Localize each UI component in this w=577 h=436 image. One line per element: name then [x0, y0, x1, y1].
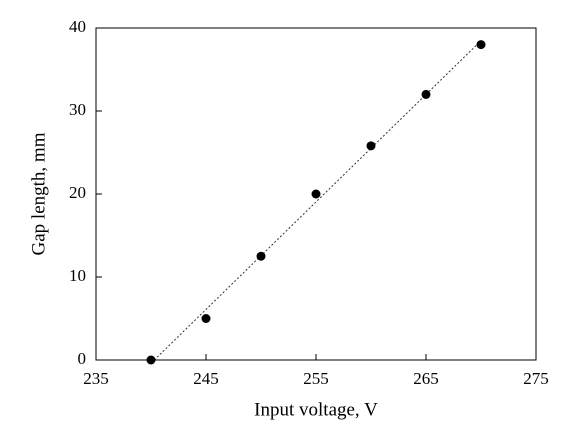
data-point [146, 355, 156, 365]
data-point [366, 141, 376, 151]
x-axis-title: Input voltage, V [254, 399, 378, 420]
trendline [153, 40, 482, 361]
y-tick-label: 10 [69, 266, 86, 285]
x-tick-label: 265 [413, 369, 439, 388]
x-tick-label: 235 [83, 369, 109, 388]
y-tick-label: 20 [69, 183, 86, 202]
x-tick-label: 245 [193, 369, 219, 388]
y-tick-label: 40 [69, 17, 86, 36]
data-point [201, 314, 211, 323]
y-tick-label: 0 [78, 349, 87, 368]
x-tick-label: 275 [523, 369, 549, 388]
data-point [256, 251, 266, 261]
data-point [421, 89, 431, 99]
x-tick-label: 255 [303, 369, 329, 388]
y-tick-label: 30 [69, 100, 86, 119]
data-point [476, 40, 486, 50]
y-axis-title: Gap length, mm [28, 132, 49, 255]
data-point [311, 189, 321, 199]
